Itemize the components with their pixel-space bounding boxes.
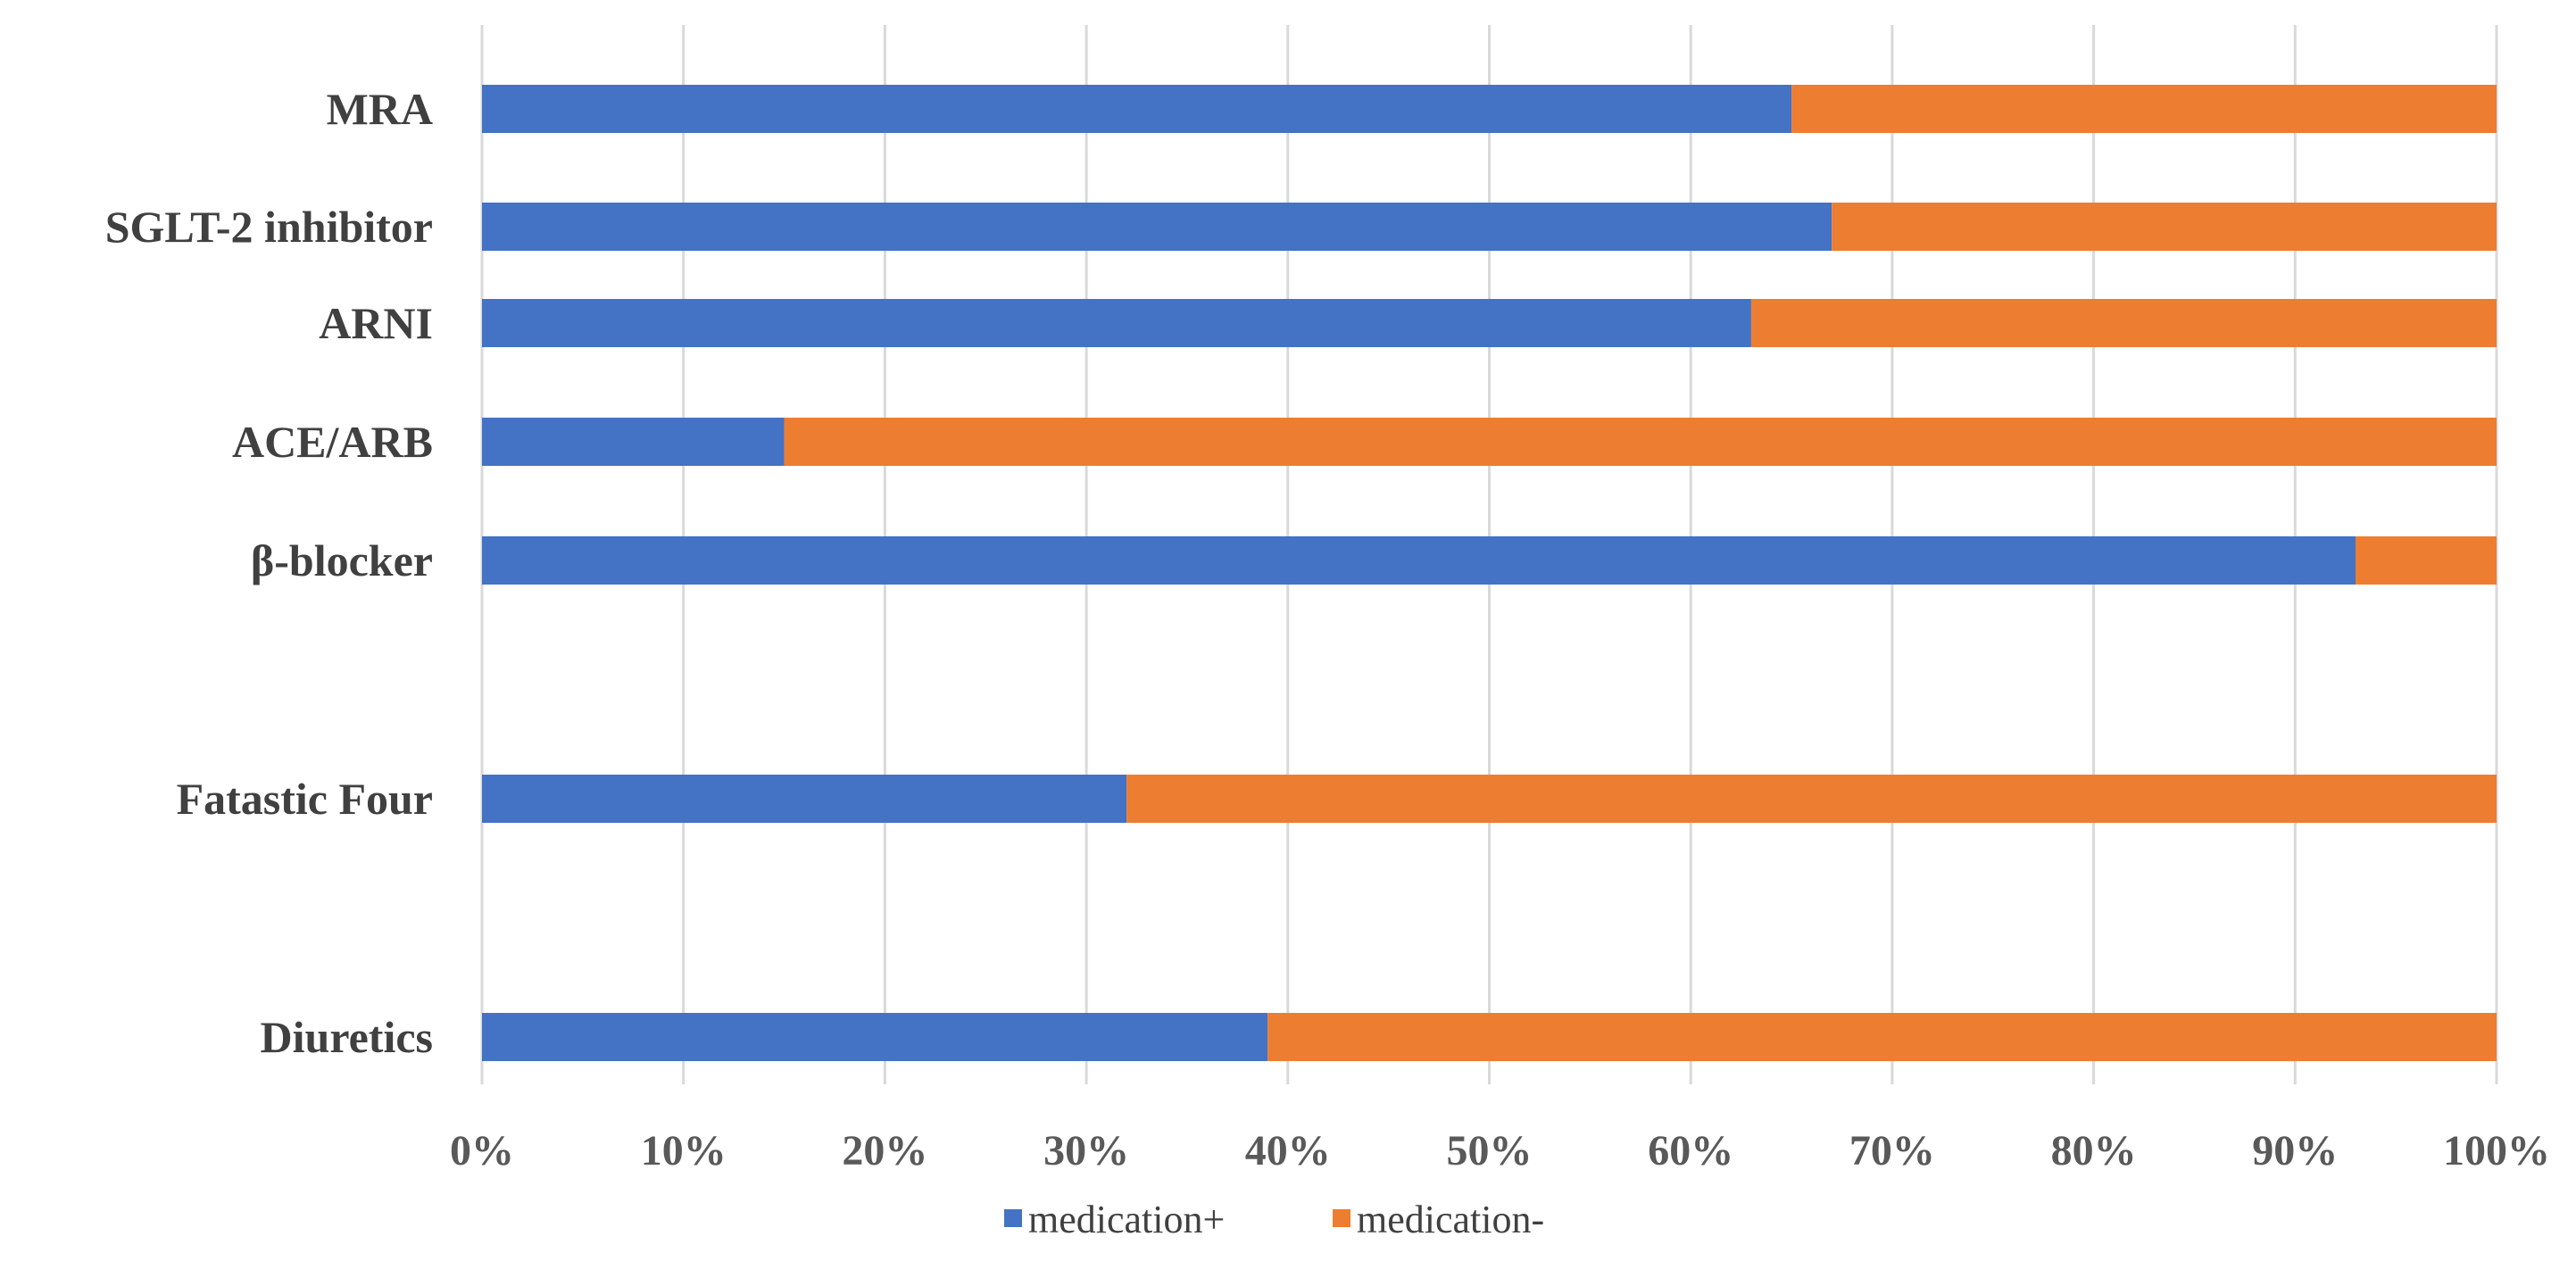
bar-fatastic-four-medication-minus: [1126, 775, 2497, 823]
bar-sglt-2-inhibitor-medication-plus: [482, 203, 1832, 251]
bar-arni-medication-minus: [1750, 299, 2497, 347]
legend-label-medication-plus: medication+: [1028, 1198, 1225, 1241]
x-tick-label: 30%: [1043, 1127, 1129, 1174]
category-labels: MRA SGLT-2 inhibitor ARNI ACE/ARB β-blocker F…: [105, 84, 433, 1062]
bar-diuretics-medication-plus: [482, 1013, 1268, 1061]
bar-mra-medication-minus: [1791, 85, 2497, 133]
bar-sglt-2-inhibitor-medication-minus: [1832, 203, 2497, 251]
category-label-beta-blocker: β-blocker: [251, 535, 433, 585]
category-label-diuretics: Diuretics: [261, 1012, 433, 1062]
bar-fatastic-four-medication-plus: [482, 775, 1127, 823]
x-tick-label: 80%: [2051, 1127, 2137, 1174]
bar-diuretics-medication-minus: [1267, 1013, 2497, 1061]
x-tick-label: 100%: [2443, 1127, 2550, 1174]
bar-beta-blocker-medication-plus: [482, 536, 2356, 585]
x-tick-label: 10%: [641, 1127, 727, 1174]
x-axis-tick-labels: 0% 10% 20% 30% 40% 50% 60% 70% 80% 90% 100%: [450, 1127, 2550, 1174]
x-tick-label: 50%: [1447, 1127, 1533, 1174]
category-label-mra: MRA: [327, 84, 433, 134]
legend-label-medication-minus: medication-: [1357, 1198, 1544, 1241]
category-label-arni: ARNI: [319, 298, 433, 348]
x-tick-label: 60%: [1648, 1127, 1733, 1174]
bar-ace-arb-medication-minus: [784, 418, 2497, 466]
bar-beta-blocker-medication-minus: [2356, 536, 2497, 585]
category-label-ace-arb: ACE/ARB: [232, 417, 433, 467]
x-tick-label: 40%: [1245, 1127, 1331, 1174]
x-tick-label: 90%: [2252, 1127, 2338, 1174]
legend-swatch-medication-minus: [1333, 1209, 1350, 1227]
bar-ace-arb-medication-plus: [482, 418, 785, 466]
x-tick-label: 0%: [450, 1127, 514, 1174]
bars: [482, 85, 2497, 1061]
bar-mra-medication-plus: [482, 85, 1792, 133]
x-tick-label: 70%: [1849, 1127, 1935, 1174]
legend-swatch-medication-plus: [1004, 1209, 1022, 1227]
bar-arni-medication-plus: [482, 299, 1751, 347]
legend: medication+ medication-: [1004, 1198, 1544, 1241]
category-label-sglt-2-inhibitor: SGLT-2 inhibitor: [105, 202, 433, 252]
category-label-fatastic-four: Fatastic Four: [177, 774, 433, 824]
x-tick-label: 20%: [842, 1127, 927, 1174]
